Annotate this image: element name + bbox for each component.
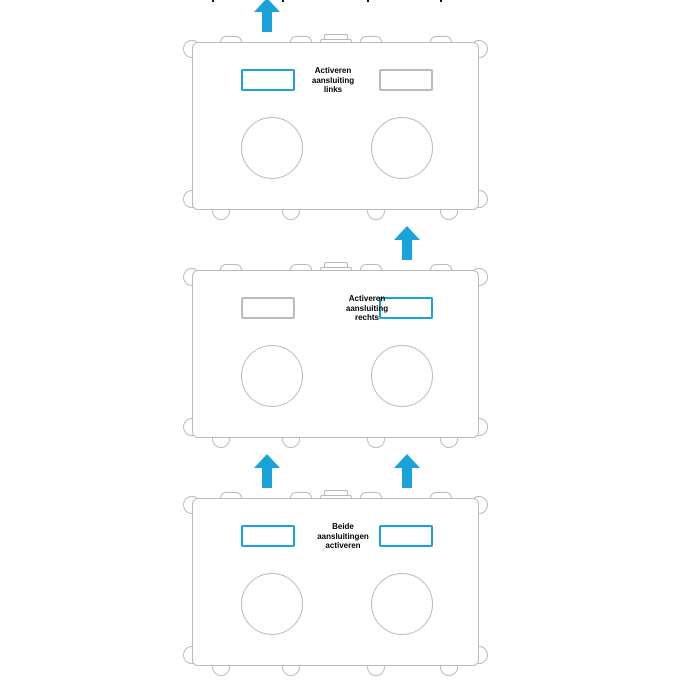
knob-left <box>241 117 303 179</box>
knob-right <box>371 573 433 635</box>
flow-arrow-shaft-left <box>262 12 272 32</box>
flow-arrow-head-right <box>394 454 420 468</box>
knob-right <box>371 345 433 407</box>
knob-left <box>241 345 303 407</box>
window-right <box>379 525 433 547</box>
flow-arrow-shaft-right <box>402 468 412 488</box>
window-left <box>241 525 295 547</box>
window-left <box>241 69 295 91</box>
flow-arrow-head-left <box>254 0 280 12</box>
config-label-right: Activerenaansluitingrechts <box>332 294 402 323</box>
window-right <box>379 69 433 91</box>
flow-arrow-head-right <box>394 226 420 240</box>
config-label-both: Beideaansluitingenactiveren <box>308 522 378 551</box>
flow-arrow-head-left <box>254 454 280 468</box>
knob-left <box>241 573 303 635</box>
knob-right <box>371 117 433 179</box>
window-left <box>241 297 295 319</box>
flow-arrow-shaft-right <box>402 240 412 260</box>
flow-arrow-shaft-left <box>262 468 272 488</box>
config-label-left: Activerenaansluitinglinks <box>298 66 368 95</box>
